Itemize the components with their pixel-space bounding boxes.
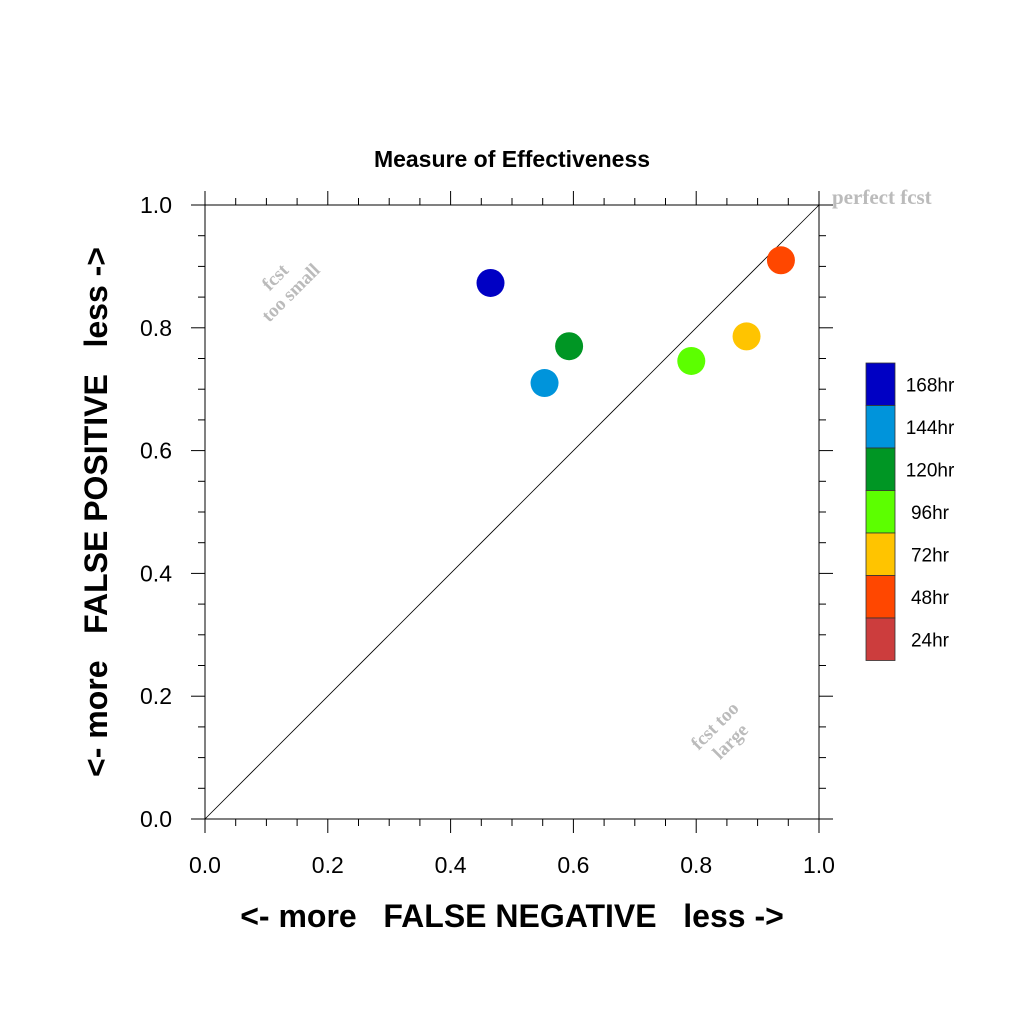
legend-label-48hr: 48hr bbox=[911, 588, 950, 609]
plot-area: 0.0 0.2 0.4 0.6 0.8 1.0 0.0 0.2 0.4 0.6 0.8 1.0 bbox=[140, 191, 835, 878]
legend-label-168hr: 168hr bbox=[906, 375, 955, 396]
data-point-48hr bbox=[766, 246, 795, 275]
x-tick-label: 0.0 bbox=[189, 852, 221, 878]
x-tick-label: 0.6 bbox=[557, 852, 589, 878]
annotation-fcst-too-large: fcst too large bbox=[687, 698, 753, 764]
x-tick-label: 1.0 bbox=[803, 852, 835, 878]
legend-swatch-96hr bbox=[865, 490, 896, 534]
x-axis-label: <- more FALSE NEGATIVE less -> bbox=[240, 898, 784, 934]
data-point-96hr bbox=[677, 346, 706, 375]
y-tick-label: 0.6 bbox=[140, 438, 172, 464]
chart-title: Measure of Effectiveness bbox=[374, 146, 650, 172]
y-tick-label: 1.0 bbox=[140, 192, 172, 218]
x-tick-label: 0.2 bbox=[312, 852, 344, 878]
legend-label-96hr: 96hr bbox=[911, 503, 950, 524]
y-axis-label: <- more FALSE POSITIVE less -> bbox=[78, 247, 114, 777]
legend-label-120hr: 120hr bbox=[906, 460, 955, 481]
y-tick-label: 0.0 bbox=[140, 806, 172, 832]
annotation-perfect-fcst: perfect fcst bbox=[832, 185, 932, 209]
legend-swatch-144hr bbox=[865, 405, 896, 449]
legend-swatch-24hr bbox=[865, 617, 896, 661]
legend: 168hr 144hr 120hr 96hr 72hr 48hr 24hr bbox=[865, 362, 955, 661]
y-tick-label: 0.8 bbox=[140, 315, 172, 341]
diagonal-reference-line bbox=[204, 204, 820, 820]
x-tick-label: 0.8 bbox=[680, 852, 712, 878]
data-point-120hr bbox=[555, 332, 584, 361]
y-tick-label: 0.4 bbox=[140, 560, 172, 586]
x-tick-label: 0.4 bbox=[435, 852, 467, 878]
legend-swatch-168hr bbox=[865, 362, 896, 406]
legend-label-144hr: 144hr bbox=[906, 418, 955, 439]
legend-swatch-48hr bbox=[865, 575, 896, 619]
y-tick-label: 0.2 bbox=[140, 683, 172, 709]
legend-swatch-120hr bbox=[865, 447, 896, 491]
data-point-168hr bbox=[476, 268, 505, 297]
data-point-144hr bbox=[530, 369, 559, 398]
legend-swatch-72hr bbox=[865, 532, 896, 576]
legend-label-24hr: 24hr bbox=[911, 630, 950, 651]
annotation-fcst-too-small: fcst too small bbox=[258, 260, 325, 327]
data-point-72hr bbox=[732, 322, 761, 351]
legend-label-72hr: 72hr bbox=[911, 545, 950, 566]
